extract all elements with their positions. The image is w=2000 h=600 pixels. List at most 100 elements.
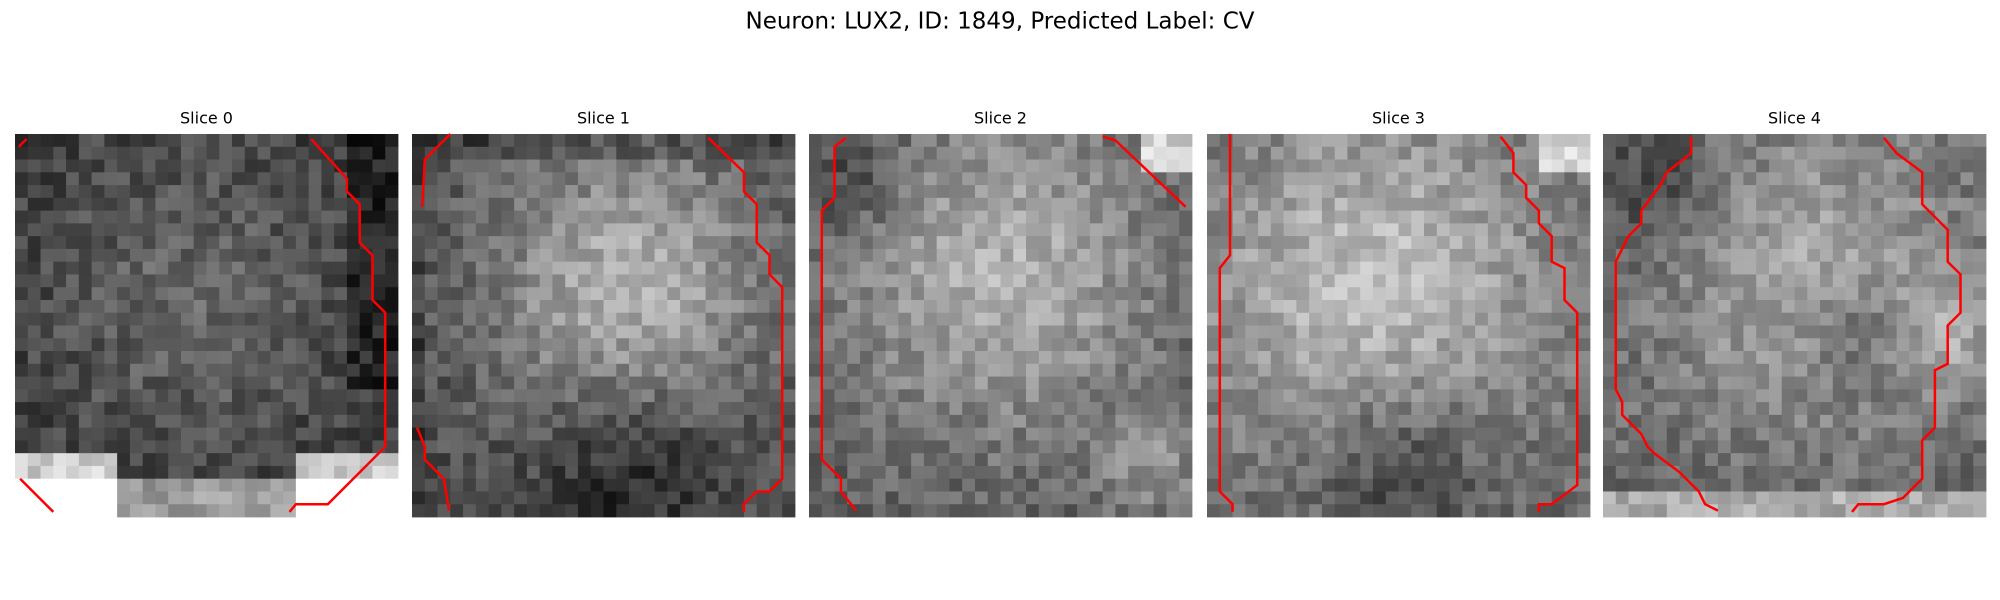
pixel: [104, 478, 118, 492]
pixel: [1140, 197, 1155, 211]
pixel: [1153, 338, 1167, 352]
pixel: [962, 351, 976, 365]
pixel: [1309, 402, 1323, 416]
pixel: [1564, 504, 1578, 518]
pixel: [1321, 427, 1336, 441]
pixel: [1166, 478, 1180, 492]
pixel: [1705, 414, 1719, 429]
pixel: [450, 134, 464, 148]
pixel: [1270, 338, 1284, 352]
pixel: [782, 427, 796, 441]
pixel: [257, 389, 271, 403]
pixel: [898, 172, 912, 186]
pixel: [1115, 197, 1129, 211]
pixel: [809, 210, 823, 224]
pixel: [40, 185, 54, 199]
pixel: [1973, 134, 1987, 148]
pixel: [91, 185, 105, 199]
pixel: [1871, 491, 1885, 505]
pixel: [1153, 299, 1167, 314]
pixel: [78, 159, 92, 173]
pixel: [180, 389, 195, 403]
pixel: [577, 389, 592, 403]
pixel: [1794, 325, 1808, 339]
pixel: [1179, 185, 1193, 199]
pixel: [1245, 197, 1259, 211]
pixel: [834, 363, 848, 377]
pixel: [372, 146, 386, 160]
pixel: [731, 299, 745, 314]
pixel: [603, 248, 617, 263]
pixel: [142, 185, 156, 199]
pixel: [1258, 134, 1272, 148]
pixel: [488, 223, 502, 237]
pixel: [1372, 465, 1387, 480]
slice-image: [15, 134, 399, 518]
pixel: [1551, 172, 1565, 186]
pixel: [1628, 363, 1642, 377]
pixel: [359, 172, 373, 186]
pixel: [1398, 453, 1412, 467]
pixel: [155, 223, 169, 237]
pixel: [1538, 453, 1553, 467]
pixel: [424, 338, 438, 352]
pixel: [1179, 172, 1193, 186]
pixel: [821, 223, 835, 237]
pixel: [526, 376, 541, 390]
pixel: [244, 223, 258, 237]
pixel: [359, 414, 373, 429]
pixel: [949, 274, 963, 288]
pixel: [359, 389, 373, 403]
pixel: [1487, 197, 1502, 211]
pixel: [1411, 376, 1425, 390]
pixel: [1730, 146, 1744, 160]
pixel: [1564, 325, 1578, 339]
pixel: [769, 465, 783, 480]
pixel: [359, 274, 373, 288]
pixel: [1283, 159, 1297, 173]
pixel: [577, 299, 592, 314]
pixel: [1398, 338, 1412, 352]
pixel: [463, 299, 477, 314]
pixel: [1960, 299, 1974, 314]
pixel: [539, 261, 553, 275]
pixel: [1372, 491, 1387, 505]
pixel: [488, 172, 502, 186]
pixel: [1705, 172, 1719, 186]
pixel: [769, 248, 783, 263]
pixel: [1462, 274, 1476, 288]
pixel: [1398, 402, 1412, 416]
pixel: [1038, 465, 1052, 480]
pixel: [1947, 236, 1961, 250]
pixel: [1026, 134, 1040, 148]
pixel: [1140, 261, 1155, 275]
pixel: [385, 389, 399, 403]
pixel: [1334, 376, 1348, 390]
pixel: [885, 478, 899, 492]
pixel: [1807, 504, 1821, 518]
pixel: [270, 478, 284, 492]
pixel: [1296, 427, 1310, 441]
pixel: [1692, 287, 1706, 301]
pixel: [974, 185, 989, 199]
pixel: [488, 376, 502, 390]
pixel: [1641, 159, 1655, 173]
pixel: [40, 389, 54, 403]
pixel: [412, 134, 426, 148]
pixel: [155, 402, 169, 416]
pixel: [1896, 504, 1910, 518]
pixel: [1526, 504, 1540, 518]
pixel: [1064, 185, 1078, 199]
pixel: [885, 376, 899, 390]
pixel: [847, 491, 861, 505]
pixel: [1207, 491, 1221, 505]
pixel: [424, 159, 438, 173]
pixel: [1462, 236, 1476, 250]
pixel: [1756, 325, 1770, 339]
pixel: [1909, 312, 1923, 326]
pixel: [104, 465, 118, 480]
pixel: [193, 287, 207, 301]
pixel: [1449, 351, 1463, 365]
pixel: [1487, 236, 1502, 250]
pixel: [514, 478, 528, 492]
